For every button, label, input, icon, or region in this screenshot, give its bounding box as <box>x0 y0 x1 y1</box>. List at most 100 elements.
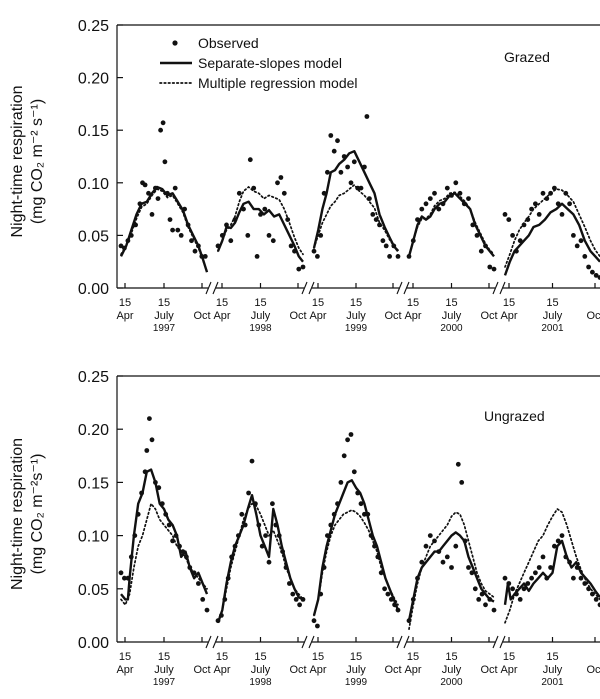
grazed-observed-point <box>410 238 416 244</box>
grazed-observed-point <box>345 164 350 170</box>
ungrazed-observed-point <box>239 511 245 517</box>
legend-observed-label: Observed <box>198 35 259 51</box>
ungrazed-observed-point <box>184 554 189 560</box>
ungrazed-observed-point <box>187 565 193 570</box>
legend-multiple-regression-label: Multiple regression model <box>198 75 358 91</box>
ungrazed-observed-point <box>362 511 367 517</box>
ungrazed-observed-point <box>236 533 241 538</box>
ungrazed-observed-point <box>163 511 169 517</box>
grazed-separate-slopes-line <box>407 192 495 258</box>
ungrazed-observed-point <box>388 597 394 602</box>
grazed-observed-point <box>555 201 561 207</box>
ungrazed-observed-point <box>287 581 292 586</box>
ungrazed-y-axis-label: Night-time respiration <box>9 438 26 590</box>
ungrazed-separate-slopes-line <box>312 479 400 616</box>
ungrazed-observed-point <box>144 448 150 453</box>
grazed-observed-point <box>224 222 229 228</box>
ungrazed-observed-point <box>232 543 238 549</box>
ungrazed-observed-point <box>132 533 138 538</box>
grazed-observed-point <box>474 233 480 238</box>
ungrazed-x-tick-day: 15 <box>546 651 558 663</box>
ungrazed-year-label: 1998 <box>249 677 272 688</box>
ungrazed-observed-point <box>335 501 340 507</box>
ungrazed-observed-point <box>365 511 371 517</box>
grazed-observed-point <box>373 217 379 223</box>
grazed-separate-slopes-line <box>216 200 304 263</box>
grazed-observed-point <box>387 254 392 259</box>
ungrazed-x-tick-month: Oct <box>384 664 401 676</box>
ungrazed-observed-point <box>191 570 197 576</box>
grazed-observed-point <box>199 254 205 259</box>
ungrazed-observed-point <box>536 565 542 570</box>
grazed-observed-point <box>241 206 246 212</box>
ungrazed-observed-point <box>215 618 221 624</box>
grazed-observed-point <box>548 190 553 196</box>
grazed-observed-point <box>415 217 420 223</box>
ungrazed-observed-point <box>544 575 550 581</box>
ungrazed-observed-point <box>142 469 148 475</box>
ungrazed-observed-point <box>375 554 381 560</box>
ungrazed-observed-point <box>590 591 595 597</box>
ungrazed-observed-point <box>436 549 442 554</box>
grazed-year-label: 1999 <box>345 323 368 334</box>
grazed-y-tick-label: 0.00 <box>78 281 109 298</box>
grazed-x-tick-month: Oct <box>480 310 497 322</box>
grazed-observed-point <box>362 164 367 170</box>
ungrazed-x-tick-month: Apr <box>213 664 230 676</box>
ungrazed-observed-point <box>259 543 265 549</box>
ungrazed-observed-point <box>341 453 347 459</box>
ungrazed-observed-point <box>378 570 384 576</box>
ungrazed-observed-point <box>410 597 416 602</box>
grazed-observed-point <box>491 266 497 272</box>
grazed-observed-point <box>483 243 488 249</box>
ungrazed-observed-point <box>578 575 584 581</box>
ungrazed-observed-point <box>449 565 454 570</box>
grazed-separate-slopes-line <box>312 150 399 252</box>
grazed-y-axis-units: (mg CO₂ m⁻² s⁻¹) <box>29 99 46 224</box>
ungrazed-y-tick-label: 0.20 <box>78 422 109 439</box>
grazed-observed-point <box>128 233 134 238</box>
ungrazed-year-label: 1999 <box>345 677 368 688</box>
grazed-observed-point <box>285 217 291 223</box>
grazed-observed-point <box>536 212 542 217</box>
ungrazed-observed-point <box>321 565 327 570</box>
grazed-observed-point <box>364 114 370 119</box>
ungrazed-observed-point <box>125 575 131 581</box>
ungrazed-observed-point <box>253 501 258 507</box>
grazed-observed-point <box>160 120 166 126</box>
grazed-observed-point <box>552 185 557 191</box>
ungrazed-observed-point <box>597 602 600 608</box>
ungrazed-observed-point <box>548 565 553 570</box>
ungrazed-observed-point <box>525 581 531 586</box>
ungrazed-x-tick-day: 15 <box>254 651 266 663</box>
grazed-y-tick-label: 0.25 <box>78 18 109 35</box>
ungrazed-observed-point <box>196 581 201 586</box>
grazed-observed-point <box>315 254 320 259</box>
ungrazed-observed-point <box>348 432 354 437</box>
ungrazed-observed-point <box>358 501 364 507</box>
ungrazed-observed-point <box>139 490 145 496</box>
ungrazed-observed-point <box>166 522 172 528</box>
grazed-observed-point <box>383 243 389 249</box>
grazed-observed-point <box>219 233 225 238</box>
ungrazed-observed-point <box>351 469 357 475</box>
grazed-observed-point <box>395 254 401 259</box>
ungrazed-x-tick-day: 15 <box>119 651 131 663</box>
ungrazed-observed-point <box>563 554 569 560</box>
grazed-observed-point <box>275 180 280 186</box>
ungrazed-year-label: 2000 <box>440 677 463 688</box>
ungrazed-observed-point <box>510 586 515 592</box>
grazed-observed-point <box>262 206 268 212</box>
ungrazed-observed-point <box>297 602 302 608</box>
ungrazed-observed-point <box>385 591 391 597</box>
grazed-observed-point <box>525 217 531 223</box>
ungrazed-x-tick-day: 15 <box>407 651 419 663</box>
ungrazed-separate-slopes-line <box>503 539 600 605</box>
ungrazed-observed-point <box>571 575 576 581</box>
ungrazed-observed-point <box>249 458 255 464</box>
grazed-observed-point <box>567 201 572 207</box>
grazed-observed-point <box>582 254 588 259</box>
grazed-observed-point <box>251 185 257 191</box>
ungrazed-observed-point <box>266 559 272 565</box>
